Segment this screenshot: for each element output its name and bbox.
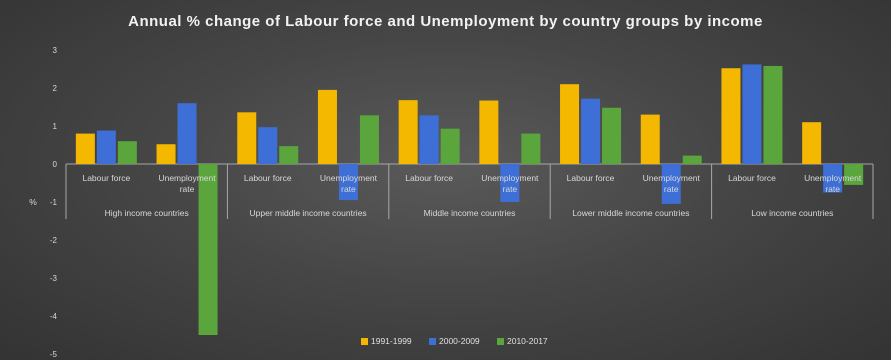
- legend-label: 2010-2017: [507, 336, 548, 346]
- y-tick-label: -4: [50, 312, 58, 321]
- y-tick-label: -3: [50, 274, 58, 283]
- group-label: Lower middle income countries: [572, 208, 689, 218]
- bars-layer: [75, 64, 864, 335]
- bar: [75, 133, 95, 164]
- group-label: Middle income countries: [424, 208, 516, 218]
- y-tick-label: 1: [53, 122, 58, 131]
- y-tick-label: 2: [53, 84, 58, 93]
- y-tick-label: 0: [53, 160, 58, 169]
- category-label: Labour force: [405, 173, 453, 183]
- bar: [823, 164, 843, 193]
- bar: [419, 115, 439, 164]
- category-label: Unemployment: [481, 173, 539, 183]
- y-tick-label: -5: [50, 350, 58, 359]
- category-label: rate: [180, 184, 195, 194]
- bar: [844, 164, 864, 185]
- y-axis-title: %: [29, 197, 37, 207]
- bar: [602, 107, 622, 164]
- bar: [721, 68, 741, 164]
- bar: [398, 100, 418, 164]
- bar: [560, 84, 580, 164]
- category-label: Unemployment: [643, 173, 701, 183]
- bar: [156, 144, 176, 164]
- bar: [581, 98, 601, 164]
- category-label: Labour force: [567, 173, 615, 183]
- category-label: Unemployment: [158, 173, 216, 183]
- y-tick-label: 3: [53, 46, 58, 55]
- legend-swatch: [429, 338, 436, 345]
- legend-label: 1991-1999: [371, 336, 412, 346]
- bar: [479, 100, 499, 164]
- bar: [742, 64, 762, 164]
- bar: [258, 127, 278, 164]
- category-label: rate: [825, 184, 840, 194]
- group-label: Low income countries: [751, 208, 833, 218]
- bar: [802, 122, 822, 164]
- category-label: rate: [664, 184, 679, 194]
- category-label: Labour force: [82, 173, 130, 183]
- category-label: Labour force: [244, 173, 292, 183]
- bar: [279, 146, 299, 164]
- bar: [682, 155, 702, 164]
- bar: [117, 141, 137, 164]
- bar: [640, 114, 660, 164]
- bar: [500, 164, 520, 202]
- bar: [440, 128, 460, 164]
- legend: 1991-1999 2000-2009 2010-2017: [361, 336, 548, 346]
- bar: [763, 65, 783, 164]
- bar: [661, 164, 681, 204]
- bar: [177, 103, 197, 164]
- group-label: High income countries: [105, 208, 189, 218]
- category-label: Labour force: [728, 173, 776, 183]
- bar: [96, 130, 116, 164]
- bar: [521, 133, 541, 164]
- bar: [359, 115, 379, 164]
- bar: [198, 164, 218, 335]
- group-label: Upper middle income countries: [250, 208, 367, 218]
- legend-swatch: [497, 338, 504, 345]
- legend-label: 2000-2009: [439, 336, 480, 346]
- category-label: Unemployment: [804, 173, 862, 183]
- chart-title: Annual % change of Labour force and Unem…: [128, 13, 763, 30]
- legend-swatch: [361, 338, 368, 345]
- category-label: Unemployment: [320, 173, 378, 183]
- y-tick-label: -2: [50, 236, 58, 245]
- category-label: rate: [503, 184, 518, 194]
- y-axis-ticks: 3 2 1 0 -1 -2 -3 -4 -5%: [29, 46, 57, 359]
- y-tick-label: -1: [50, 198, 58, 207]
- bar: [338, 164, 358, 201]
- category-label: rate: [341, 184, 356, 194]
- bar: [317, 89, 337, 164]
- bar: [237, 112, 257, 164]
